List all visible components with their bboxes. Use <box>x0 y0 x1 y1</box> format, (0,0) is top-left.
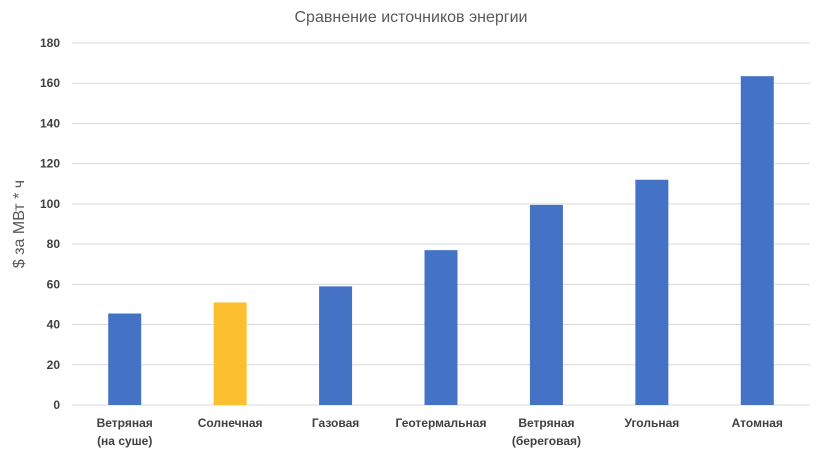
bar <box>740 76 774 405</box>
y-tick-label: 80 <box>47 237 61 251</box>
x-tick-label: Ветряная (береговая) <box>512 416 581 448</box>
y-tick-label: 120 <box>40 157 60 171</box>
y-tick-label: 160 <box>40 76 60 90</box>
bar <box>213 302 247 405</box>
gridlines <box>72 42 810 406</box>
y-axis-ticks: 0 20 40 60 80 100 120 140 160 180 <box>40 36 60 412</box>
bar <box>319 286 353 405</box>
y-tick-label: 40 <box>47 318 61 332</box>
x-tick-label: Геотермальная <box>396 416 487 430</box>
y-tick-label: 60 <box>47 277 61 291</box>
x-tick-label: Атомная <box>732 416 783 430</box>
bar <box>108 313 142 405</box>
x-tick-label-line: Ветряная <box>518 416 574 430</box>
x-tick-label-line: (на суше) <box>97 434 152 448</box>
y-tick-label: 20 <box>47 358 61 372</box>
bar <box>424 250 458 405</box>
bar <box>529 204 563 405</box>
y-tick-label: 0 <box>53 398 60 412</box>
x-tick-label-line: Ветряная <box>97 416 153 430</box>
x-tick-label-line: Атомная <box>732 416 783 430</box>
x-axis-ticks: Ветряная (на суше) Солнечная Газовая Геотерм… <box>97 416 783 448</box>
x-tick-label: Газовая <box>312 416 359 430</box>
x-tick-label: Солнечная <box>198 416 263 430</box>
x-tick-label-line: Угольная <box>624 416 679 430</box>
y-tick-label: 180 <box>40 36 60 50</box>
x-tick-label-line: Солнечная <box>198 416 263 430</box>
x-tick-label-line: Геотермальная <box>396 416 487 430</box>
chart-title: Сравнение источников энергии <box>295 9 528 26</box>
bar <box>635 179 669 405</box>
y-axis-label: $ за МВт * ч <box>11 180 28 268</box>
y-tick-label: 100 <box>40 197 60 211</box>
y-tick-label: 140 <box>40 116 60 130</box>
x-tick-label-line: (береговая) <box>512 434 581 448</box>
x-tick-label-line: Газовая <box>312 416 359 430</box>
x-tick-label: Угольная <box>624 416 679 430</box>
bars <box>108 76 774 405</box>
x-tick-label: Ветряная (на суше) <box>97 416 153 448</box>
